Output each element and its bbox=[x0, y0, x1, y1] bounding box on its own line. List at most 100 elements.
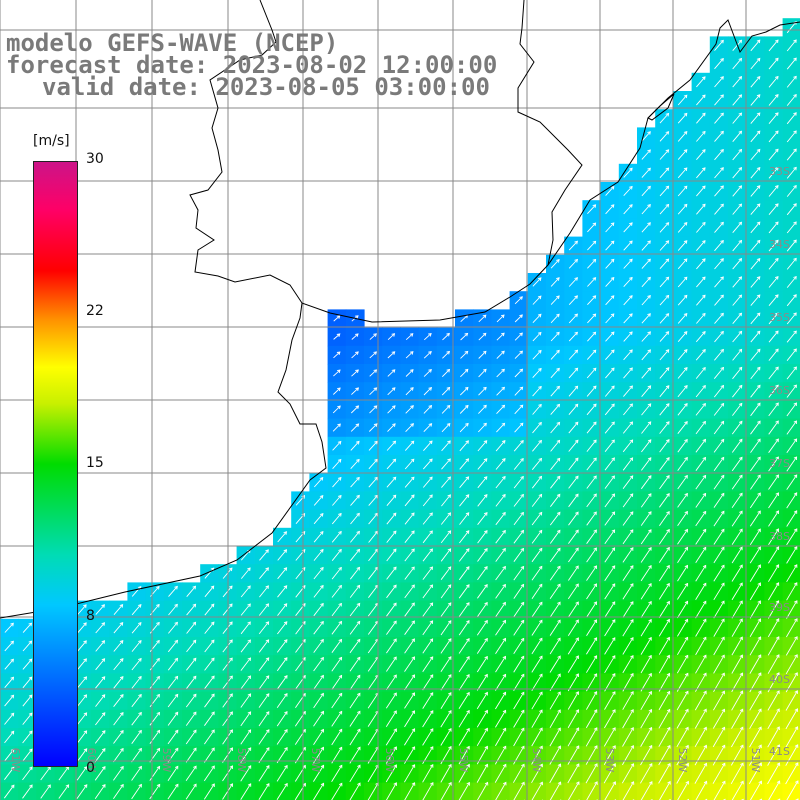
title-valid-date: valid date: 2023-08-05 03:00:00 bbox=[42, 73, 490, 101]
wind-arrow bbox=[204, 639, 215, 653]
wind-arrow bbox=[604, 691, 616, 710]
wind-arrow bbox=[531, 691, 543, 710]
wind-arrow bbox=[532, 439, 542, 452]
wind-arrow bbox=[4, 694, 15, 707]
wind-arrow bbox=[77, 604, 87, 615]
wind-arrow bbox=[567, 781, 580, 800]
wind-arrow bbox=[277, 621, 288, 635]
wind-arrow bbox=[460, 332, 469, 341]
wind-arrow bbox=[368, 458, 378, 470]
wind-arrow bbox=[604, 565, 616, 581]
wind-arrow bbox=[240, 747, 252, 763]
wind-arrow bbox=[259, 585, 269, 598]
wind-arrow bbox=[77, 640, 87, 652]
wind-arrow bbox=[659, 493, 670, 508]
wind-arrow bbox=[113, 730, 124, 744]
wind-arrow bbox=[586, 583, 597, 600]
wind-arrow bbox=[567, 619, 579, 636]
wind-arrow bbox=[131, 675, 142, 689]
wind-arrow bbox=[240, 567, 251, 579]
wind-arrow bbox=[550, 258, 560, 269]
wind-arrow bbox=[313, 782, 325, 800]
lon-label: 61W bbox=[9, 748, 22, 773]
lat-label: 38S bbox=[769, 530, 790, 543]
wind-arrow bbox=[568, 258, 578, 269]
wind-arrow bbox=[76, 694, 88, 707]
wind-arrow bbox=[604, 672, 616, 692]
wind-arrow bbox=[476, 727, 488, 747]
wind-arrow bbox=[478, 368, 487, 378]
wind-arrow bbox=[387, 423, 396, 432]
wind-arrow bbox=[513, 673, 525, 691]
wind-arrow bbox=[441, 440, 451, 452]
wind-arrow bbox=[313, 512, 324, 525]
wind-arrow bbox=[186, 585, 197, 597]
wind-arrow bbox=[514, 296, 523, 305]
wind-arrow bbox=[605, 349, 615, 361]
wind-arrow bbox=[568, 547, 579, 563]
wind-arrow bbox=[622, 636, 634, 655]
wind-arrow bbox=[478, 404, 487, 414]
wind-arrow bbox=[531, 511, 543, 526]
wind-arrow bbox=[477, 512, 488, 525]
wind-arrow bbox=[622, 618, 634, 637]
wind-arrow bbox=[605, 186, 615, 196]
wind-arrow bbox=[369, 405, 378, 414]
wind-arrow bbox=[476, 655, 488, 673]
wind-arrow bbox=[167, 783, 179, 800]
wind-arrow bbox=[604, 511, 616, 526]
wind-arrow bbox=[458, 548, 470, 562]
wind-arrow bbox=[531, 529, 543, 544]
wind-arrow bbox=[513, 601, 525, 618]
wind-arrow bbox=[333, 369, 341, 377]
wind-arrow bbox=[550, 385, 560, 397]
wind-arrow bbox=[604, 439, 615, 452]
wind-arrow bbox=[386, 620, 397, 635]
wind-arrow bbox=[94, 766, 106, 781]
wind-arrow bbox=[605, 204, 615, 215]
wind-arrow bbox=[495, 529, 506, 544]
wind-arrow bbox=[531, 583, 543, 599]
wind-arrow bbox=[405, 423, 415, 433]
wind-arrow bbox=[94, 748, 106, 763]
wind-arrow bbox=[514, 332, 523, 341]
wind-arrow bbox=[496, 368, 505, 378]
wind-arrow bbox=[622, 726, 634, 747]
wind-arrow bbox=[258, 603, 270, 616]
wind-arrow bbox=[531, 493, 543, 507]
wind-arrow bbox=[167, 765, 179, 781]
wind-arrow bbox=[186, 621, 197, 634]
wind-arrow bbox=[550, 493, 561, 507]
wind-arrow bbox=[350, 494, 360, 506]
wind-arrow bbox=[641, 349, 651, 361]
wind-arrow bbox=[441, 458, 451, 470]
coastline-uruguay-interior bbox=[517, 0, 583, 266]
wind-arrow bbox=[185, 711, 197, 726]
wind-arrow bbox=[568, 277, 578, 287]
wind-arrow bbox=[368, 423, 378, 432]
wind-arrows bbox=[3, 21, 799, 800]
wind-arrow bbox=[440, 691, 452, 709]
wind-arrow bbox=[4, 622, 14, 633]
wind-arrow bbox=[459, 476, 470, 488]
wind-arrow bbox=[550, 421, 561, 434]
wind-arrow bbox=[640, 511, 652, 526]
wind-arrow bbox=[550, 331, 560, 342]
wind-arrow bbox=[422, 781, 434, 800]
wind-arrow bbox=[640, 618, 652, 637]
wind-arrow bbox=[369, 387, 378, 396]
wind-arrow bbox=[532, 403, 542, 415]
wind-arrow bbox=[495, 781, 507, 800]
wind-arrow bbox=[549, 547, 561, 563]
wind-arrow bbox=[587, 204, 597, 215]
wind-arrow bbox=[532, 331, 542, 342]
wind-arrow bbox=[549, 763, 562, 784]
wind-arrow bbox=[532, 367, 542, 379]
wind-arrow bbox=[496, 332, 505, 341]
wind-arrow bbox=[240, 585, 251, 598]
wind-arrow bbox=[276, 674, 288, 690]
wind-arrow bbox=[586, 475, 597, 489]
wind-arrow bbox=[659, 240, 670, 251]
wind-arrow bbox=[495, 673, 507, 691]
